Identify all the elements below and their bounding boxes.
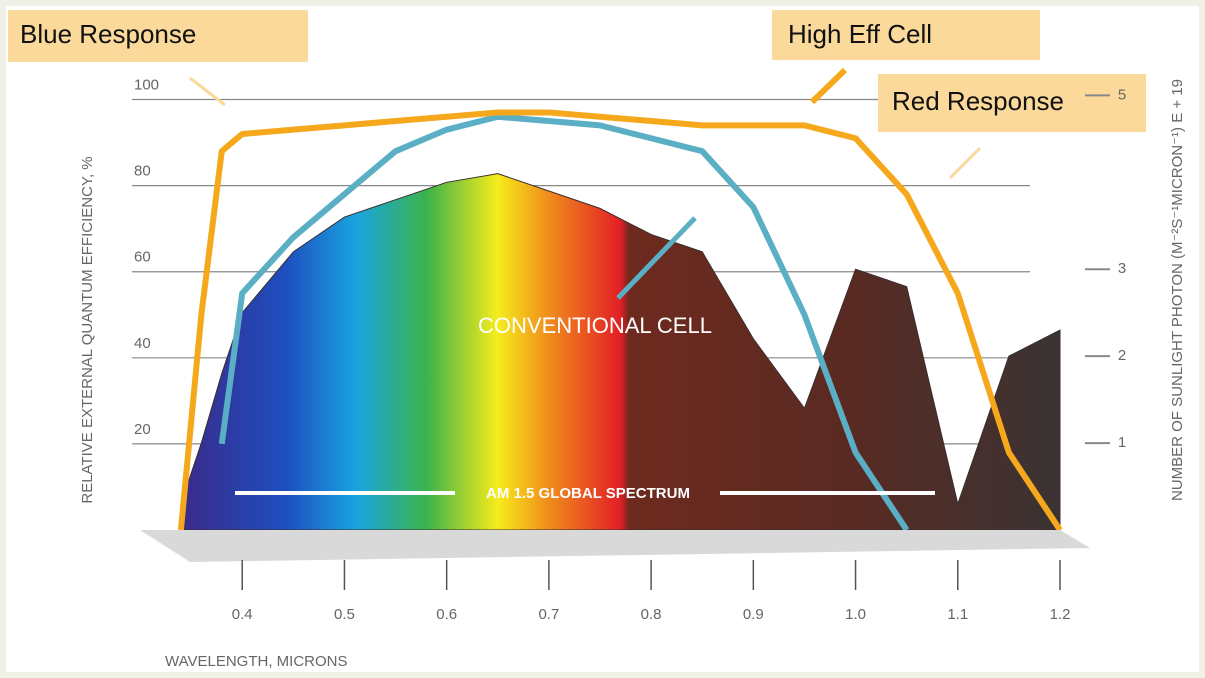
y-axis-label: RELATIVE EXTERNAL QUANTUM EFFICIENCY, % bbox=[79, 156, 96, 503]
x-tick-label: 0.8 bbox=[641, 606, 662, 623]
x-tick-label: 0.4 bbox=[232, 606, 253, 623]
x-tick-label: 0.7 bbox=[538, 606, 559, 623]
annotation: Red Response bbox=[892, 86, 1064, 116]
annotation: AM 1.5 GLOBAL SPECTRUM bbox=[486, 485, 690, 502]
y2-tick-label: 3 bbox=[1118, 260, 1126, 277]
y2-tick-label: 1 bbox=[1118, 434, 1126, 451]
y-tick-label: 20 bbox=[134, 421, 151, 438]
annotation: CONVENTIONAL CELL bbox=[478, 313, 712, 338]
y2-tick-label: 5 bbox=[1118, 86, 1126, 103]
y2-axis-label: NUMBER OF SUNLIGHT PHOTON (M⁻²S⁻¹MICRON⁻… bbox=[1169, 79, 1186, 501]
annotation: Blue Response bbox=[20, 19, 196, 49]
y-tick-label: 40 bbox=[134, 335, 151, 352]
y2-tick-label: 2 bbox=[1118, 347, 1126, 364]
annotation: High Eff Cell bbox=[788, 19, 932, 49]
y-tick-label: 60 bbox=[134, 249, 151, 266]
chart: RELATIVE EXTERNAL QUANTUM EFFICIENCY, % … bbox=[0, 0, 1205, 678]
x-tick-label: 0.5 bbox=[334, 606, 355, 623]
x-tick-label: 1.2 bbox=[1050, 606, 1071, 623]
x-tick-label: 1.0 bbox=[845, 606, 866, 623]
x-tick-label: 0.9 bbox=[743, 606, 764, 623]
y-tick-label: 100 bbox=[134, 76, 159, 93]
x-tick-label: 1.1 bbox=[947, 606, 968, 623]
y-tick-label: 80 bbox=[134, 163, 151, 180]
x-axis-label: WAVELENGTH, MICRONS bbox=[165, 653, 348, 670]
x-tick-label: 0.6 bbox=[436, 606, 457, 623]
